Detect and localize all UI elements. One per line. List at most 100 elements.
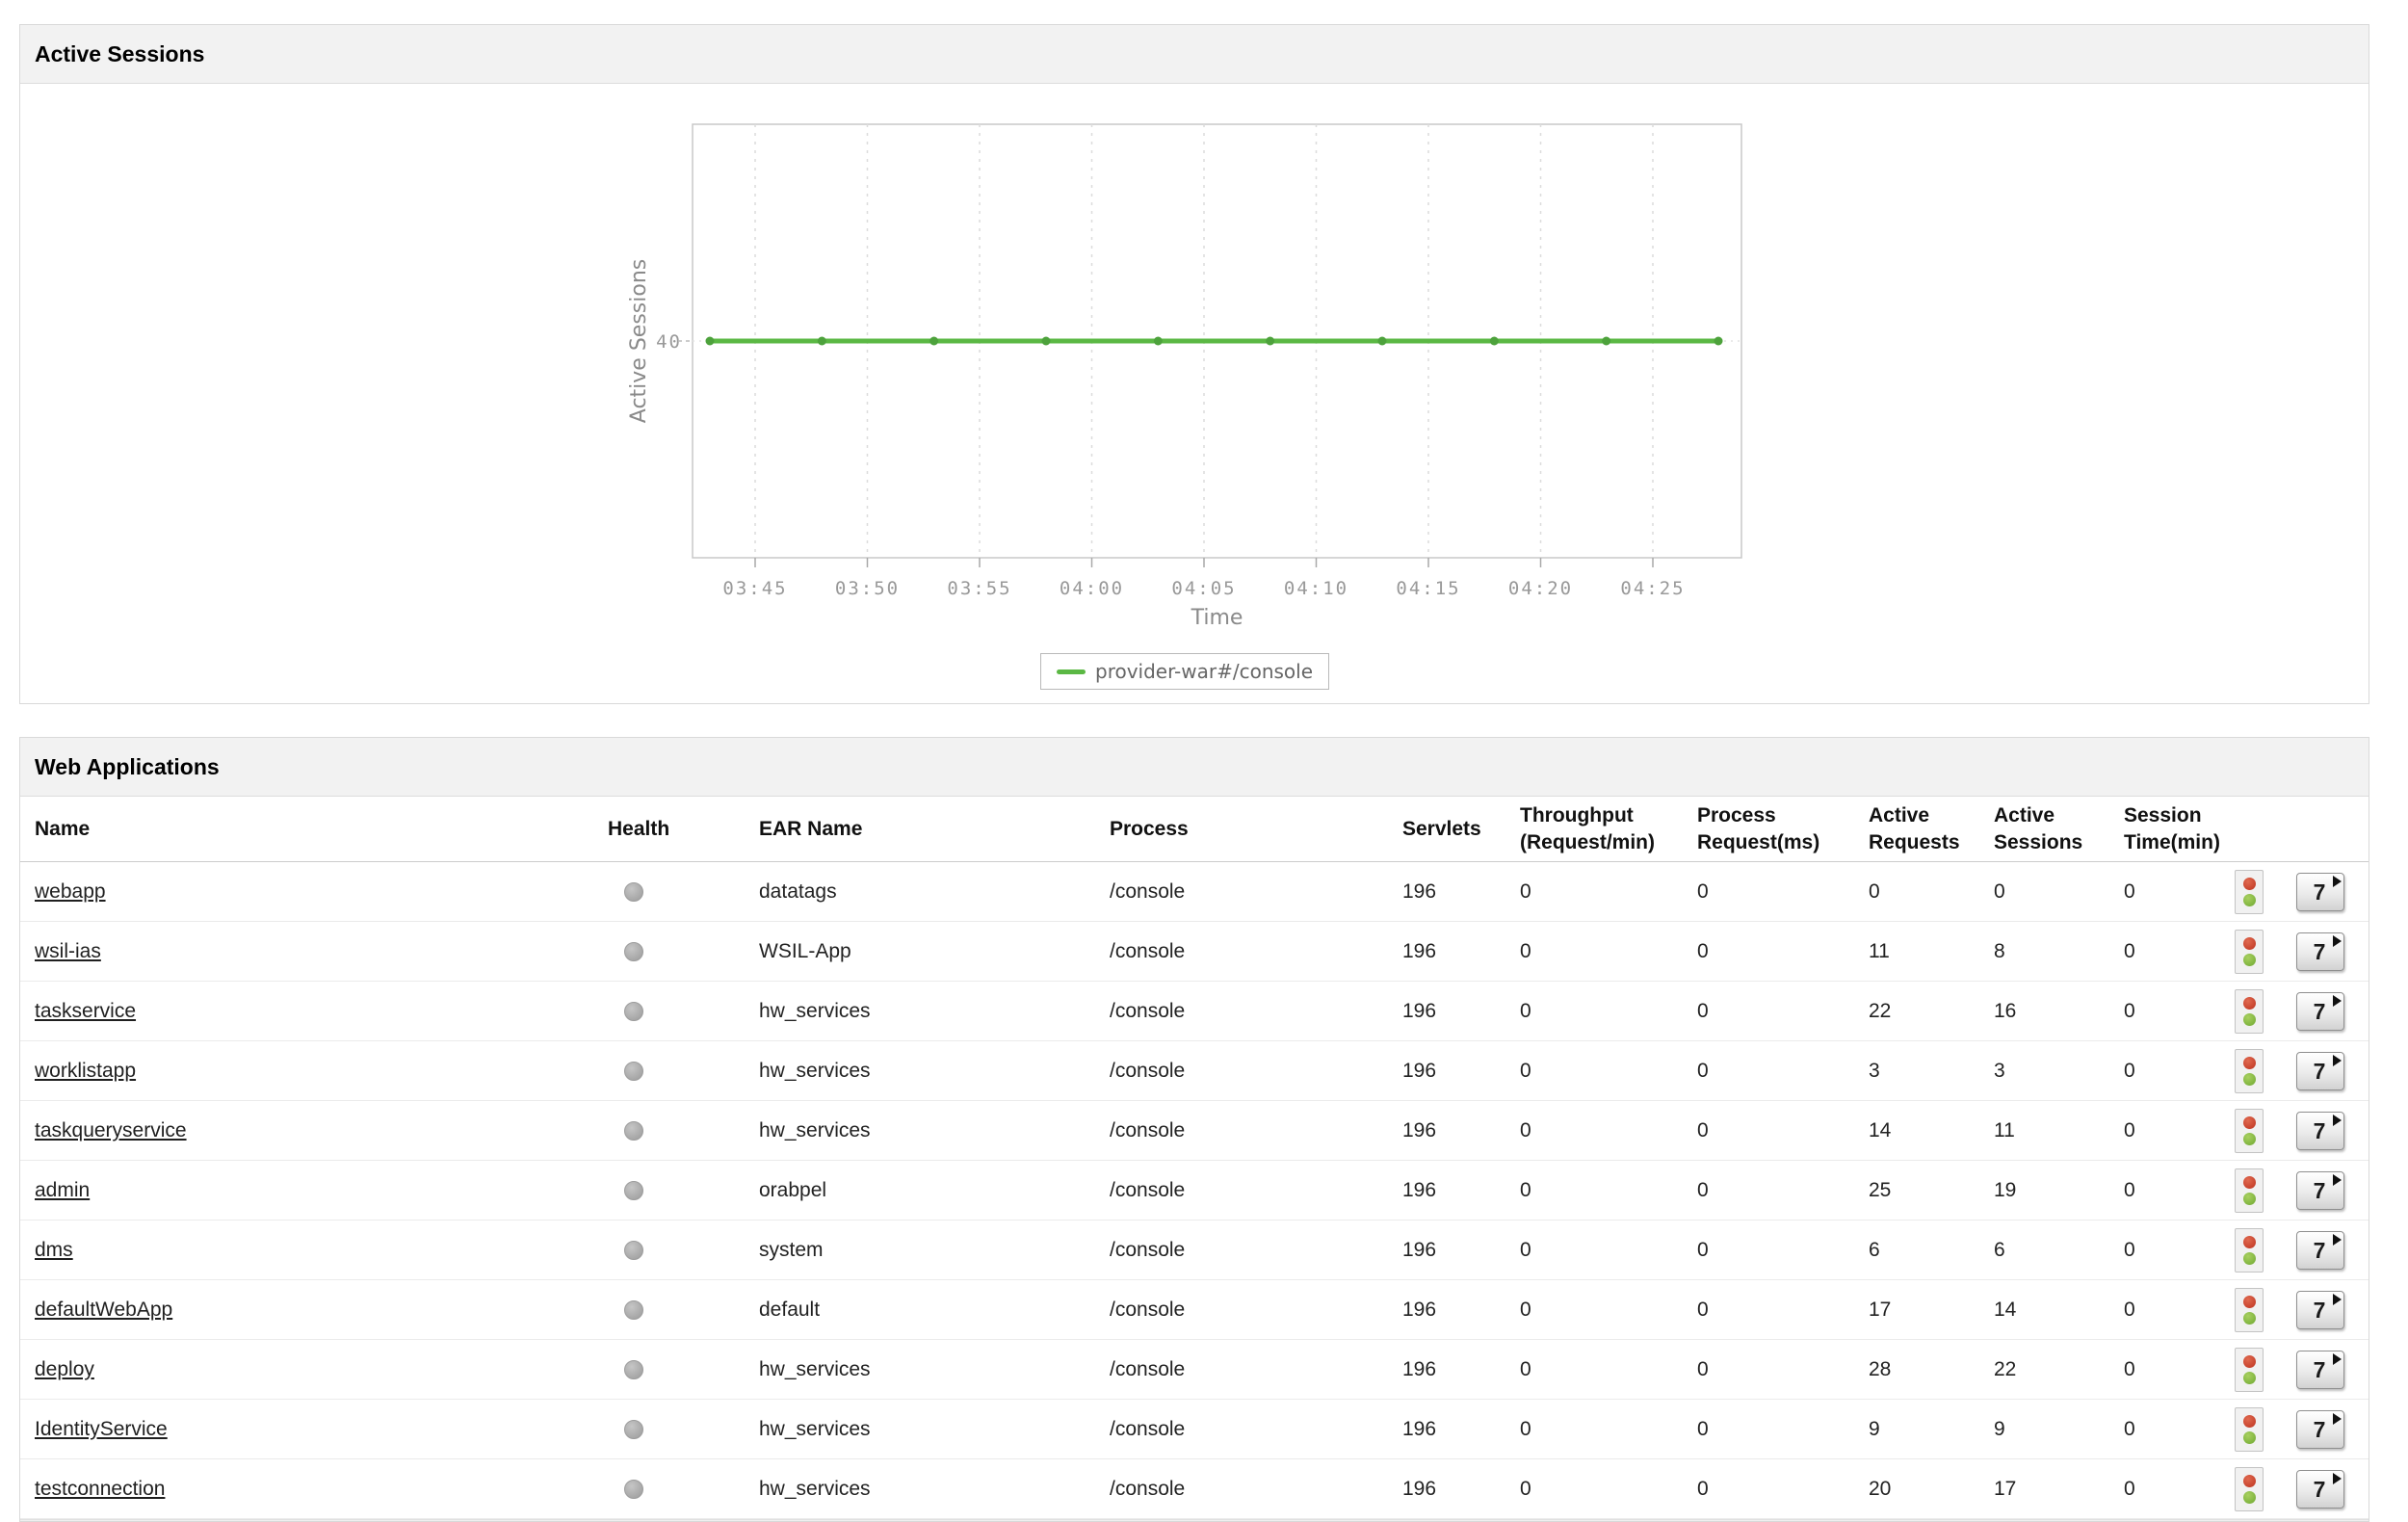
green-light-icon [2242,894,2256,906]
cell-name: taskqueryservice [35,1101,574,1161]
health-status-dot-icon [624,1420,643,1439]
history-7-day-button[interactable]: 7 [2296,1231,2344,1270]
status-traffic-light-button[interactable] [2235,930,2264,974]
app-name-link[interactable]: worklistapp [35,1060,137,1082]
cell-servlets: 196 [1402,1340,1513,1400]
cell-ear: hw_services [759,1459,1086,1519]
green-light-icon [2242,1431,2256,1444]
cell-process_request: 0 [1697,1340,1832,1400]
cell-text-process: /console [1110,1478,1186,1500]
cell-process_request: 0 [1697,1280,1832,1340]
red-light-icon [2242,1296,2256,1308]
cell-text-ear: default [759,1299,821,1321]
green-light-icon [2242,1133,2256,1145]
cell-active_sessions: 9 [1994,1400,2095,1459]
status-traffic-light-button[interactable] [2235,1348,2264,1392]
cell-health [608,922,723,982]
cell-health [608,1101,723,1161]
app-name-link[interactable]: admin [35,1179,91,1201]
cell-text-ear: hw_services [759,1119,871,1142]
status-traffic-light-button[interactable] [2235,870,2264,914]
cell-text-session_time: 0 [2124,1358,2135,1380]
cell-text-servlets: 196 [1402,1418,1437,1440]
history-7-day-button[interactable]: 7 [2296,1171,2344,1210]
history-7-day-button[interactable]: 7 [2296,1112,2344,1150]
table-footer-strip [20,1519,2369,1521]
cell-text-servlets: 196 [1402,1060,1437,1082]
history-7-day-button[interactable]: 7 [2296,1291,2344,1329]
status-traffic-light-button[interactable] [2235,1228,2264,1273]
cell-text-session_time: 0 [2124,1239,2135,1261]
app-name-link[interactable]: webapp [35,880,106,903]
cell-text-process: /console [1110,1299,1186,1321]
cell-process: /console [1110,1459,1379,1519]
cell-text-session_time: 0 [2124,1418,2135,1440]
cell-name: wsil-ias [35,922,574,982]
history-7-day-button[interactable]: 7 [2296,992,2344,1031]
cell-throughput: 0 [1520,982,1664,1041]
history-button-label: 7 [2313,879,2326,905]
cell-process_request: 0 [1697,982,1832,1041]
app-name-link[interactable]: defaultWebApp [35,1299,173,1321]
column-header-throughput: Throughput (Request/min) [1520,803,1656,853]
column-header-ear: EAR Name [759,817,863,840]
cell-servlets: 196 [1402,1101,1513,1161]
cell-name: worklistapp [35,1041,574,1101]
health-status-dot-icon [624,1360,643,1379]
history-7-day-button[interactable]: 7 [2296,932,2344,971]
history-7-day-button[interactable]: 7 [2296,1470,2344,1509]
red-light-icon [2242,1355,2256,1368]
app-name-link[interactable]: taskqueryservice [35,1119,187,1142]
cell-active_sessions: 22 [1994,1340,2095,1400]
app-name-link[interactable]: dms [35,1239,73,1261]
status-traffic-light-button[interactable] [2235,1288,2264,1332]
app-name-link[interactable]: testconnection [35,1478,166,1500]
history-flag-icon [2333,876,2342,887]
cell-name: taskservice [35,982,574,1041]
column-header-session_time: Session Time(min) [2124,803,2220,853]
cell-text-active_requests: 25 [1869,1179,1892,1201]
app-name-link[interactable]: taskservice [35,1000,137,1022]
cell-process_request: 0 [1697,1161,1832,1220]
app-name-link[interactable]: wsil-ias [35,940,101,962]
cell-text-ear: hw_services [759,1060,871,1082]
cell-throughput: 0 [1520,1161,1664,1220]
green-light-icon [2242,1193,2256,1205]
cell-text-throughput: 0 [1520,1239,1531,1261]
cell-text-session_time: 0 [2124,1478,2135,1500]
cell-text-process: /console [1110,1239,1186,1261]
cell-active_sessions: 3 [1994,1041,2095,1101]
cell-text-servlets: 196 [1402,940,1437,962]
history-button-label: 7 [2313,998,2326,1024]
cell-throughput: 0 [1520,1101,1664,1161]
status-traffic-light-button[interactable] [2235,1407,2264,1452]
cell-text-servlets: 196 [1402,1000,1437,1022]
cell-health [608,1280,723,1340]
red-light-icon [2242,1415,2256,1428]
cell-ear: hw_services [759,1340,1086,1400]
status-traffic-light-button[interactable] [2235,1109,2264,1153]
status-traffic-light-button[interactable] [2235,1467,2264,1511]
health-status-dot-icon [624,1300,643,1320]
cell-text-ear: system [759,1239,824,1261]
cell-active_requests: 22 [1869,982,1970,1041]
status-traffic-light-button[interactable] [2235,989,2264,1034]
app-name-link[interactable]: IdentityService [35,1418,168,1440]
status-traffic-light-button[interactable] [2235,1049,2264,1093]
history-7-day-button[interactable]: 7 [2296,1052,2344,1090]
app-name-link[interactable]: deploy [35,1358,94,1380]
cell-name: dms [35,1220,574,1280]
series-marker [817,336,826,346]
history-7-day-button[interactable]: 7 [2296,873,2344,911]
table-row: wsil-ias WSIL-App/console 196 0 0 11 8 0 7 [20,922,2369,982]
history-7-day-button[interactable]: 7 [2296,1351,2344,1389]
cell-name: testconnection [35,1459,574,1519]
history-7-day-button[interactable]: 7 [2296,1410,2344,1449]
status-traffic-light-button[interactable] [2235,1168,2264,1213]
cell-process: /console [1110,1280,1379,1340]
cell-name: webapp [35,862,574,922]
cell-text-active_sessions: 6 [1994,1239,2005,1261]
history-button-label: 7 [2313,938,2326,964]
cell-text-throughput: 0 [1520,940,1531,962]
cell-text-servlets: 196 [1402,1119,1437,1142]
